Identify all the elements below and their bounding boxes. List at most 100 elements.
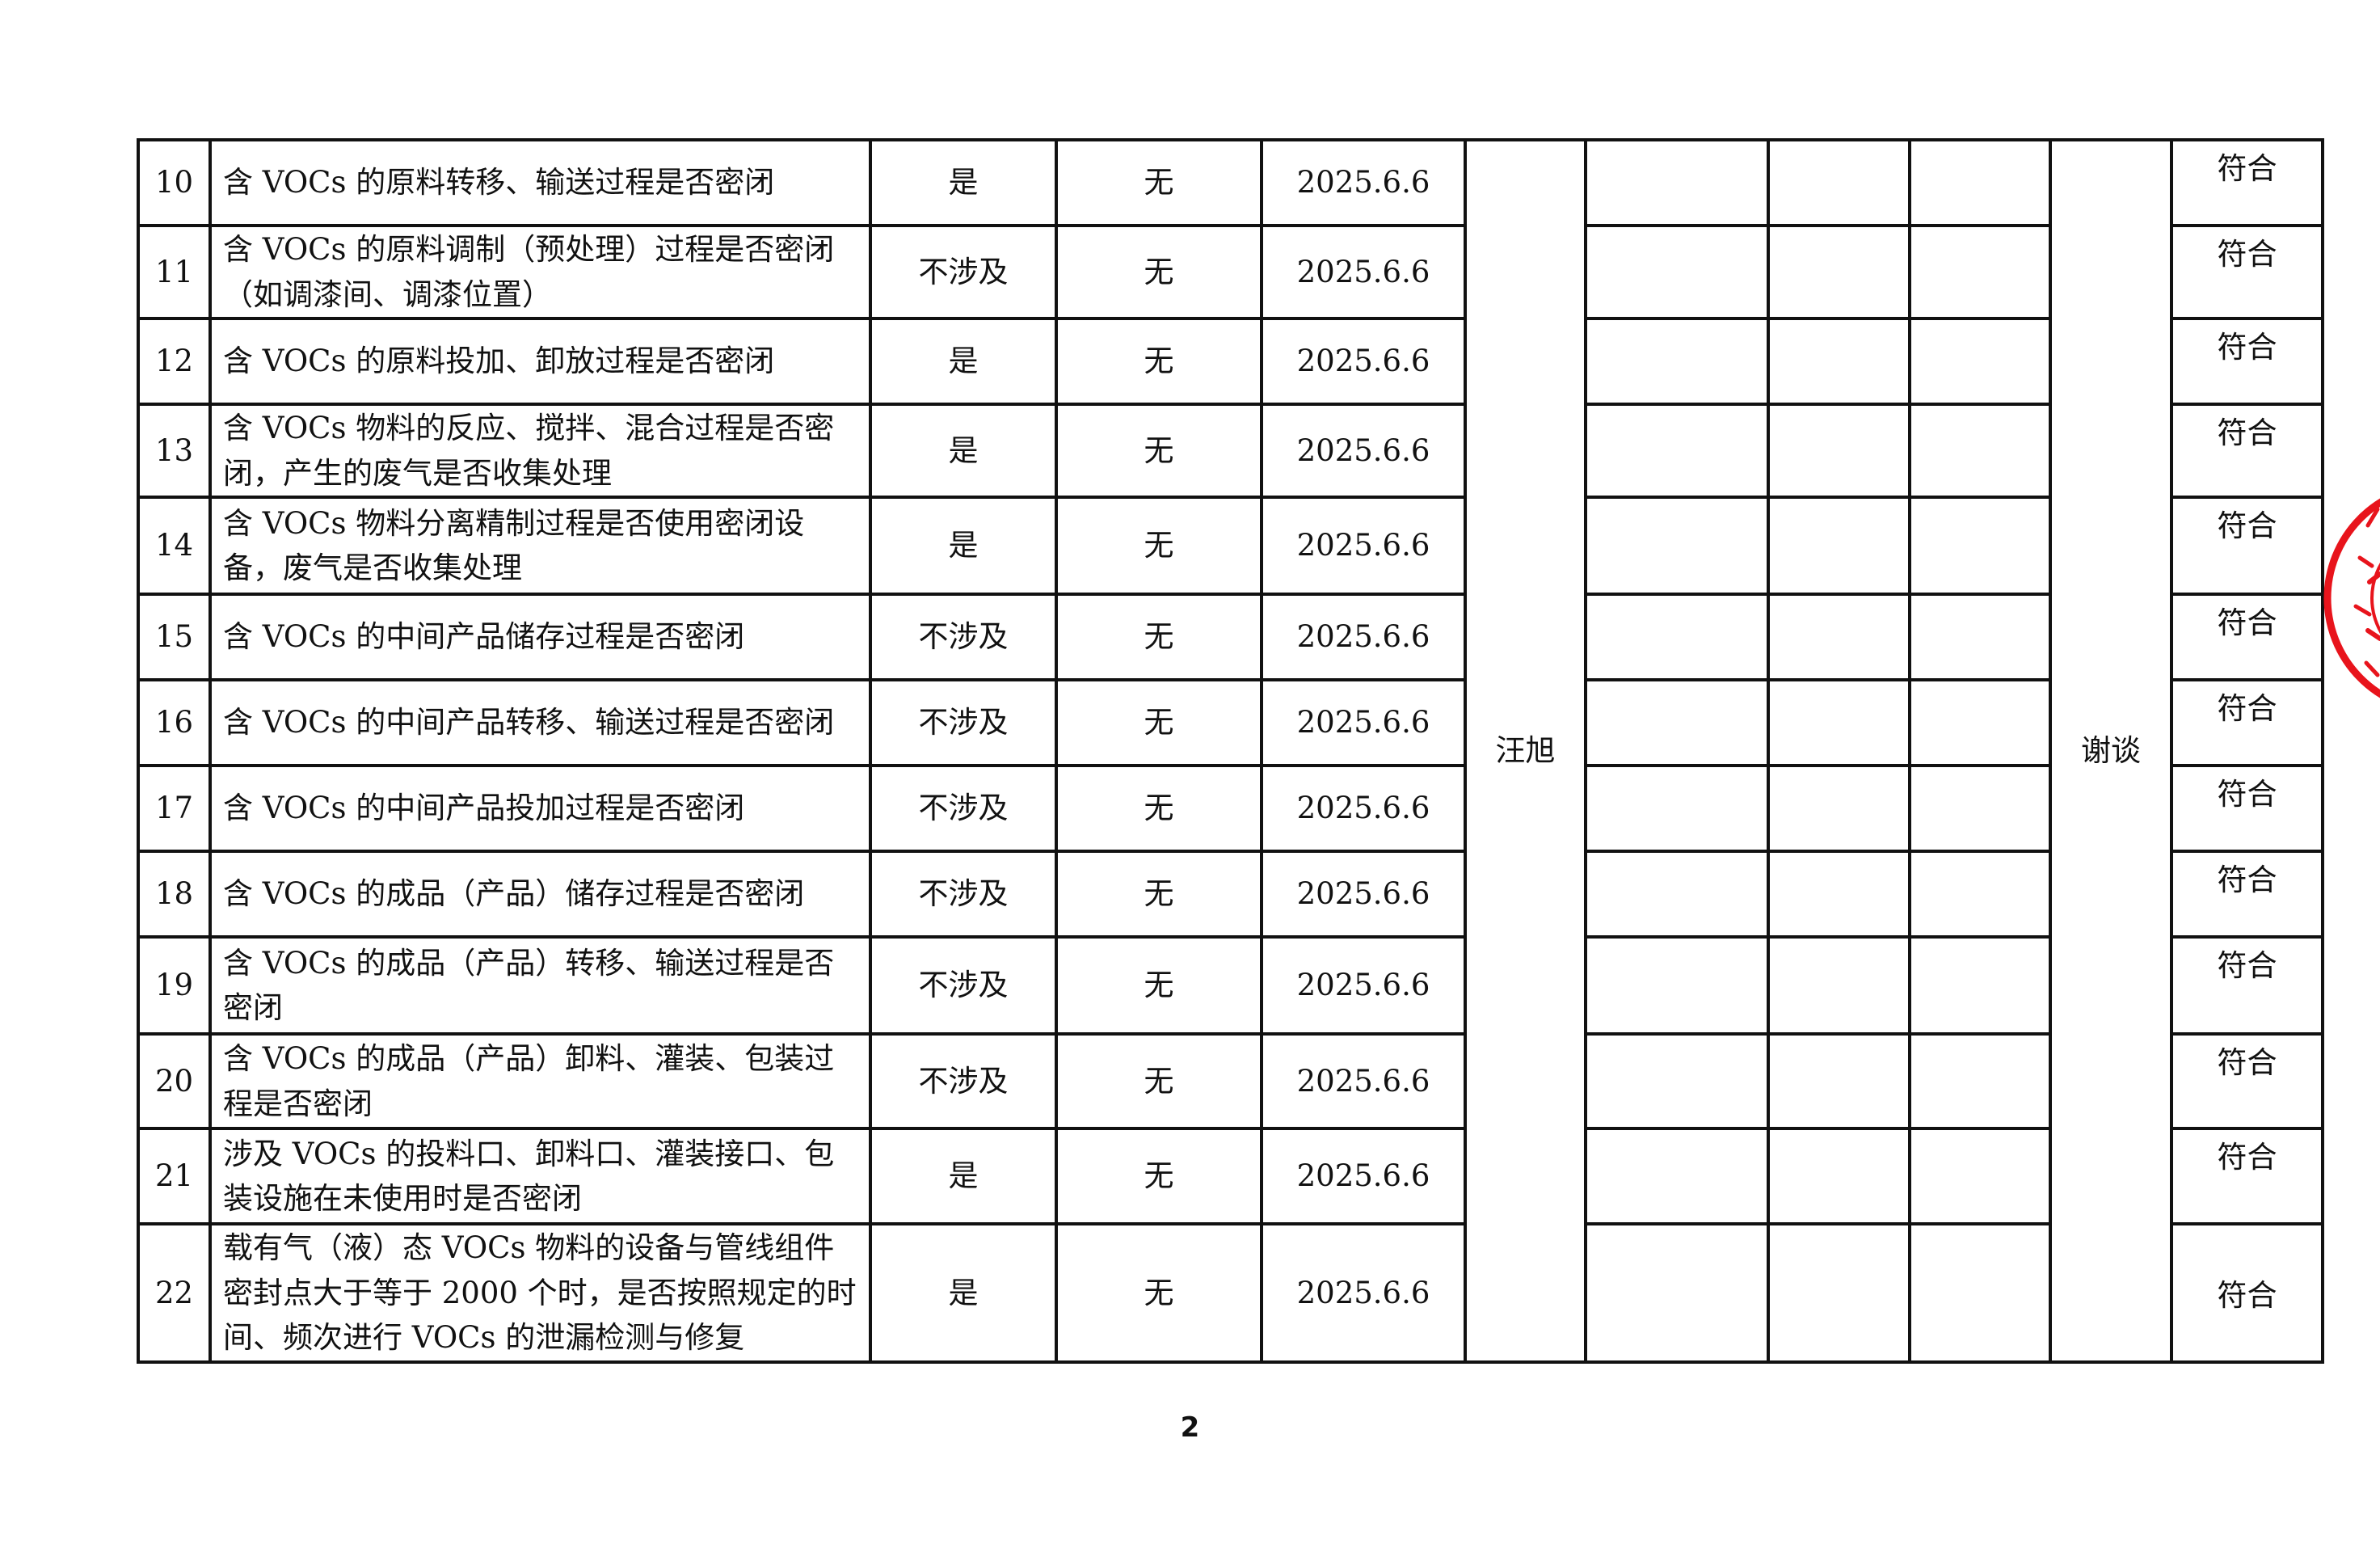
result-cell: 符合 [2170,935,2324,1036]
empty-cell [1908,678,2052,767]
table-row: 16 含 VOCs 的中间产品转移、输送过程是否密闭 不涉及无 2025.6.6 符合 [137,678,2324,767]
date-cell: 2025.6.6 [1260,764,1467,853]
issue-cell: 无 [1055,224,1263,320]
check-item: 载有气（液）态 VOCs 物料的设备与管线组件密封点大于等于 2000 个时，是… [209,1222,872,1364]
status-cell: 不涉及 [869,224,1058,320]
method-cell: 谢谈 [2049,138,2173,1364]
empty-cell [1584,850,1770,939]
table-row: 11 含 VOCs 的原料调制（预处理）过程是否密闭（如调漆间、调漆位置） 不涉及无… [137,224,2324,320]
check-item: 含 VOCs 的原料投加、卸放过程是否密闭 [209,317,872,406]
result-cell: 符合 [2170,1127,2324,1225]
issue-cell: 无 [1055,317,1263,406]
date-cell: 2025.6.6 [1260,850,1467,939]
issue-cell: 无 [1055,678,1263,767]
table-row: 14 含 VOCs 物料分离精制过程是否使用密闭设备，废气是否收集处理是无 2025… [137,496,2324,596]
check-item: 含 VOCs 的原料调制（预处理）过程是否密闭（如调漆间、调漆位置） [209,224,872,320]
result-cell: 符合 [2170,850,2324,939]
check-item: 涉及 VOCs 的投料口、卸料口、灌装接口、包装设施在未使用时是否密闭 [209,1127,872,1225]
date-cell: 2025.6.6 [1260,317,1467,406]
status-cell: 是 [869,496,1058,596]
empty-cell [1767,1222,1911,1364]
empty-cell [1908,935,2052,1036]
empty-cell [1908,224,2052,320]
row-number: 19 [137,935,212,1036]
empty-cell [1908,1127,2052,1225]
date-cell: 2025.6.6 [1260,593,1467,681]
issue-cell: 无 [1055,1032,1263,1130]
empty-cell [1908,593,2052,681]
table-row: 18 含 VOCs 的成品（产品）储存过程是否密闭 不涉及无 2025.6.6 符合 [137,850,2324,939]
empty-cell [1584,496,1770,596]
row-number: 20 [137,1032,212,1130]
page-number: 2 [1180,1411,1200,1444]
status-cell: 不涉及 [869,678,1058,767]
empty-cell [1584,224,1770,320]
status-cell: 是 [869,1222,1058,1364]
empty-cell [1908,496,2052,596]
row-number: 16 [137,678,212,767]
empty-cell [1584,935,1770,1036]
result-cell: 符合 [2170,1032,2324,1130]
result-cell: 符合 [2170,224,2324,320]
empty-cell [1584,138,1770,227]
empty-cell [1767,593,1911,681]
row-number: 11 [137,224,212,320]
row-number: 17 [137,764,212,853]
issue-cell: 无 [1055,935,1263,1036]
table-row: 20 含 VOCs 的成品（产品）卸料、灌装、包装过程是否密闭 不涉及无 2025.6… [137,1032,2324,1130]
inspection-table: 10 含 VOCs 的原料转移、输送过程是否密闭是无 2025.6.6 汪旭 谢谈 符合 1… [137,138,2324,1364]
date-cell: 2025.6.6 [1260,1032,1467,1130]
result-cell: 符合 [2170,403,2324,499]
row-number: 12 [137,317,212,406]
row-number: 10 [137,138,212,227]
issue-cell: 无 [1055,138,1263,227]
result-cell: 符合 [2170,496,2324,596]
empty-cell [1767,764,1911,853]
result-cell: 符合 [2170,1222,2324,1364]
empty-cell [1908,138,2052,227]
empty-cell [1908,764,2052,853]
table-row: 22 载有气（液）态 VOCs 物料的设备与管线组件密封点大于等于 2000 个时… [137,1222,2324,1364]
status-cell: 不涉及 [869,593,1058,681]
table-row: 21 涉及 VOCs 的投料口、卸料口、灌装接口、包装设施在未使用时是否密闭是无 2… [137,1127,2324,1225]
table-row: 10 含 VOCs 的原料转移、输送过程是否密闭是无 2025.6.6 汪旭 谢谈 符合 [137,138,2324,1364]
empty-cell [1584,403,1770,499]
issue-cell: 无 [1055,1127,1263,1225]
check-item: 含 VOCs 物料分离精制过程是否使用密闭设备，废气是否收集处理 [209,496,872,596]
empty-cell [1584,1222,1770,1364]
status-cell: 是 [869,138,1058,227]
date-cell: 2025.6.6 [1260,1127,1467,1225]
empty-cell [1584,593,1770,681]
empty-cell [1767,850,1911,939]
empty-cell [1584,678,1770,767]
empty-cell [1767,1127,1911,1225]
check-item: 含 VOCs 的中间产品储存过程是否密闭 [209,593,872,681]
status-cell: 不涉及 [869,764,1058,853]
result-cell: 符合 [2170,678,2324,767]
empty-cell [1767,224,1911,320]
row-number: 14 [137,496,212,596]
empty-cell [1767,935,1911,1036]
empty-cell [1584,764,1770,853]
empty-cell [1767,317,1911,406]
empty-cell [1584,317,1770,406]
red-seal-stamp [2323,498,2380,698]
empty-cell [1767,403,1911,499]
empty-cell [1908,1032,2052,1130]
status-cell: 不涉及 [869,1032,1058,1130]
date-cell: 2025.6.6 [1260,224,1467,320]
empty-cell [1908,1222,2052,1364]
check-item: 含 VOCs 的原料转移、输送过程是否密闭 [209,138,872,227]
empty-cell [1767,1032,1911,1130]
empty-cell [1767,496,1911,596]
table-row: 12 含 VOCs 的原料投加、卸放过程是否密闭是无 2025.6.6 符合 [137,317,2324,406]
issue-cell: 无 [1055,1222,1263,1364]
issue-cell: 无 [1055,496,1263,596]
issue-cell: 无 [1055,764,1263,853]
date-cell: 2025.6.6 [1260,1222,1467,1364]
row-number: 22 [137,1222,212,1364]
date-cell: 2025.6.6 [1260,935,1467,1036]
status-cell: 是 [869,1127,1058,1225]
issue-cell: 无 [1055,850,1263,939]
inspector-cell: 汪旭 [1464,138,1587,1364]
